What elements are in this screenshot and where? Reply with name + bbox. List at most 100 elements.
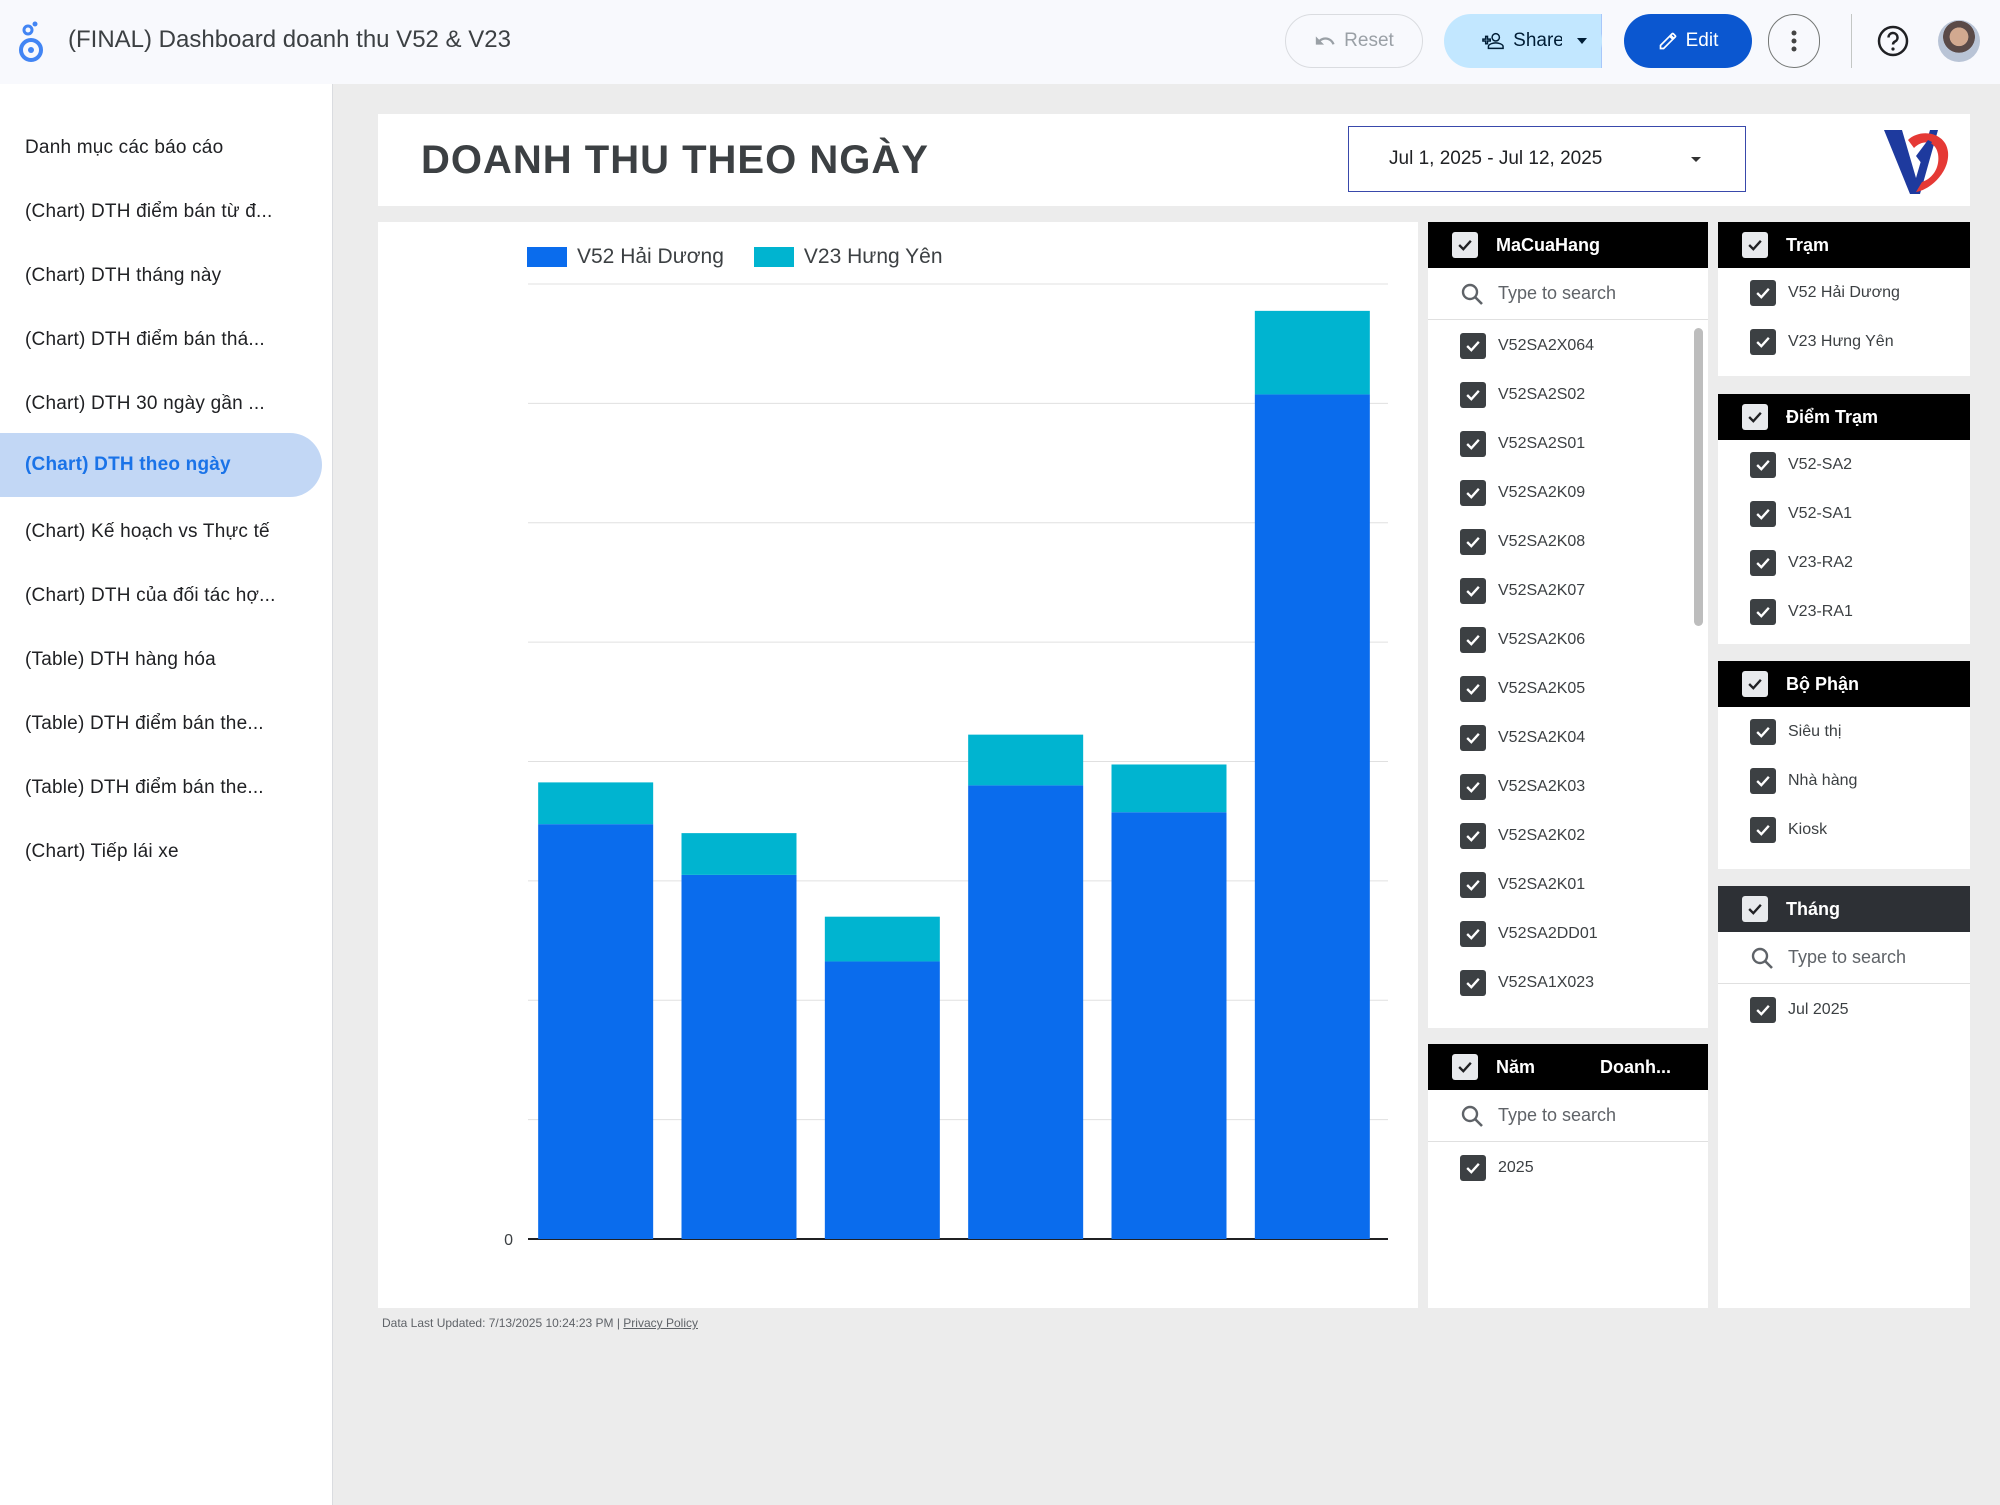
checkbox-checked[interactable] [1750, 501, 1776, 527]
filter-option[interactable]: V52SA2S01 [1428, 419, 1694, 468]
nav-item[interactable]: (Table) DTH điểm bán the... [25, 713, 264, 734]
select-all-checkbox[interactable] [1742, 671, 1768, 697]
filter-header[interactable]: Năm Doanh... [1428, 1044, 1708, 1090]
checkbox-checked[interactable] [1460, 676, 1486, 702]
user-avatar[interactable] [1938, 20, 1980, 62]
checkbox-checked[interactable] [1750, 280, 1776, 306]
filter-option[interactable]: Jul 2025 [1718, 985, 1970, 1034]
select-all-checkbox[interactable] [1742, 404, 1768, 430]
filter-option[interactable]: V52SA2K05 [1428, 664, 1694, 713]
nav-item[interactable]: (Chart) Tiếp lái xe [25, 841, 179, 862]
nav-item[interactable]: (Chart) Kế hoạch vs Thực tế [25, 521, 270, 542]
checkbox-checked[interactable] [1460, 921, 1486, 947]
filter-option[interactable]: V52SA1X023 [1428, 958, 1694, 1007]
checkbox-checked[interactable] [1750, 329, 1776, 355]
option-label: V52SA2K02 [1498, 826, 1586, 844]
chart-legend: V52 Hải Dương V23 Hưng Yên [527, 245, 943, 269]
filter-option-list[interactable]: V52SA2X064 V52SA2S02 V52SA2S01 V52SA2K09 V52… [1428, 321, 1694, 1028]
checkbox-checked[interactable] [1460, 1155, 1486, 1181]
nav-item-report-index[interactable]: Danh mục các báo cáo [25, 137, 224, 158]
checkbox-checked[interactable] [1460, 970, 1486, 996]
option-label: V52SA2K06 [1498, 630, 1586, 648]
option-label: V52 Hải Dương [1788, 283, 1900, 301]
nav-item[interactable]: (Chart) DTH 30 ngày gần ... [25, 393, 265, 414]
help-icon[interactable] [1876, 24, 1910, 58]
filter-option[interactable]: Siêu thị [1718, 707, 1970, 756]
checkbox-checked[interactable] [1460, 431, 1486, 457]
nav-item[interactable]: (Chart) DTH của đối tác hợ... [25, 585, 276, 606]
bar-v52 [1111, 812, 1227, 1239]
legend-item-v52[interactable]: V52 Hải Dương [527, 245, 724, 269]
bar-v23 [681, 833, 797, 875]
scrollbar[interactable] [1694, 328, 1703, 626]
nav-item[interactable]: (Chart) DTH tháng này [25, 265, 222, 286]
checkbox-checked[interactable] [1460, 872, 1486, 898]
checkbox-checked[interactable] [1460, 823, 1486, 849]
filter-option[interactable]: V52SA2K09 [1428, 468, 1694, 517]
filter-option[interactable]: V52SA2K03 [1428, 762, 1694, 811]
filter-header[interactable]: MaCuaHang [1428, 222, 1708, 268]
filter-search[interactable]: Type to search [1428, 268, 1708, 320]
checkbox-checked[interactable] [1750, 452, 1776, 478]
checkbox-checked[interactable] [1750, 719, 1776, 745]
checkbox-checked[interactable] [1460, 480, 1486, 506]
select-all-checkbox[interactable] [1452, 1054, 1478, 1080]
filter-header[interactable]: Trạm [1718, 222, 1970, 268]
checkbox-checked[interactable] [1460, 774, 1486, 800]
filter-option[interactable]: V23-RA2 [1718, 538, 1970, 587]
legend-item-v23[interactable]: V23 Hưng Yên [753, 245, 943, 269]
filter-option[interactable]: V52SA2K04 [1428, 713, 1694, 762]
filter-option[interactable]: V52SA2X064 [1428, 321, 1694, 370]
checkbox-checked[interactable] [1460, 578, 1486, 604]
checkbox-checked[interactable] [1750, 599, 1776, 625]
filter-option[interactable]: Kiosk [1718, 805, 1970, 854]
filter-option[interactable]: V52SA2K06 [1428, 615, 1694, 664]
stacked-bar-chart[interactable]: 0 [378, 222, 1418, 1308]
nav-item[interactable]: (Table) DTH hàng hóa [25, 649, 216, 670]
nav-item-active[interactable]: (Chart) DTH theo ngày [0, 433, 322, 497]
checkbox-checked[interactable] [1460, 725, 1486, 751]
filter-search[interactable]: Type to search [1428, 1090, 1708, 1142]
filter-header[interactable]: Tháng [1718, 886, 1970, 932]
select-all-checkbox[interactable] [1452, 232, 1478, 258]
filter-option[interactable]: V52-SA1 [1718, 489, 1970, 538]
looker-studio-logo-icon[interactable] [14, 20, 48, 64]
filter-title-secondary: Doanh... [1600, 1056, 1671, 1077]
filter-header[interactable]: Điểm Trạm [1718, 394, 1970, 440]
more-options-button[interactable] [1768, 14, 1820, 68]
filter-option[interactable]: Nhà hàng [1718, 756, 1970, 805]
nav-item[interactable]: (Chart) DTH điểm bán thá... [25, 329, 265, 350]
filter-option[interactable]: 2025 [1428, 1143, 1708, 1192]
select-all-checkbox[interactable] [1742, 896, 1768, 922]
nav-item[interactable]: (Table) DTH điểm bán the... [25, 777, 264, 798]
filter-header[interactable]: Bộ Phận [1718, 661, 1970, 707]
checkbox-checked[interactable] [1750, 997, 1776, 1023]
date-range-picker[interactable]: Jul 1, 2025 - Jul 12, 2025 [1348, 126, 1746, 192]
filter-option[interactable]: V52SA2K07 [1428, 566, 1694, 615]
filter-option[interactable]: V52SA2S02 [1428, 370, 1694, 419]
checkbox-checked[interactable] [1460, 529, 1486, 555]
filter-search[interactable]: Type to search [1718, 932, 1970, 984]
reset-button[interactable]: Reset [1285, 14, 1423, 68]
filter-option[interactable]: V52SA2DD01 [1428, 909, 1694, 958]
pencil-icon [1659, 32, 1676, 50]
filter-macuahang: MaCuaHang Type to search V52SA2X064 V52SA… [1428, 222, 1708, 1028]
filter-option[interactable]: V52SA2K01 [1428, 860, 1694, 909]
privacy-policy-link[interactable]: Privacy Policy [623, 1316, 698, 1330]
filter-option[interactable]: V52-SA2 [1718, 440, 1970, 489]
filter-option[interactable]: V52 Hải Dương [1718, 268, 1970, 317]
checkbox-checked[interactable] [1750, 817, 1776, 843]
nav-item[interactable]: (Chart) DTH điểm bán từ đ... [25, 201, 273, 222]
filter-option[interactable]: V23-RA1 [1718, 587, 1970, 636]
filter-option[interactable]: V52SA2K02 [1428, 811, 1694, 860]
edit-button[interactable]: Edit [1624, 14, 1752, 68]
bar-v23 [1254, 310, 1370, 395]
checkbox-checked[interactable] [1460, 382, 1486, 408]
select-all-checkbox[interactable] [1742, 232, 1768, 258]
checkbox-checked[interactable] [1750, 768, 1776, 794]
checkbox-checked[interactable] [1460, 627, 1486, 653]
checkbox-checked[interactable] [1460, 333, 1486, 359]
checkbox-checked[interactable] [1750, 550, 1776, 576]
filter-option[interactable]: V52SA2K08 [1428, 517, 1694, 566]
filter-option[interactable]: V23 Hưng Yên [1718, 317, 1970, 366]
